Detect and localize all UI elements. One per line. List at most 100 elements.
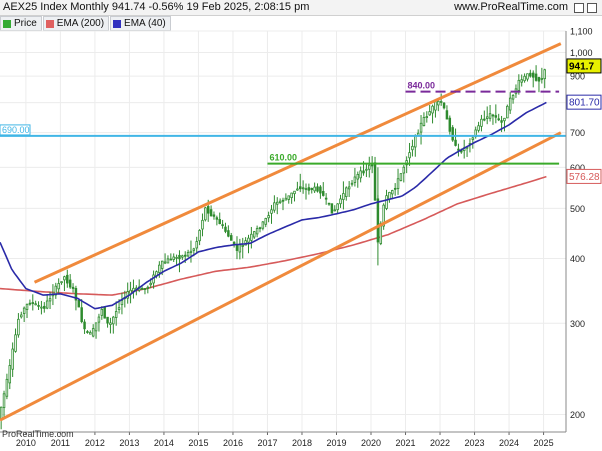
x-tick-label: 2025 — [534, 438, 554, 448]
close-icon[interactable] — [587, 3, 597, 13]
candle-body — [178, 254, 181, 260]
candle-body — [22, 307, 26, 314]
candle-body — [307, 187, 311, 191]
candle-body — [445, 110, 449, 120]
legend-swatch — [3, 19, 11, 28]
footer-credit: ProRealTime.com — [2, 429, 74, 439]
candle-body — [28, 302, 32, 305]
candle-body — [483, 118, 486, 121]
legend-label: EMA (40) — [124, 18, 166, 29]
y-tick-label: 1,000 — [570, 48, 593, 58]
y-tick-label: 500 — [570, 204, 585, 214]
candle-body — [422, 117, 426, 126]
candle-body — [241, 244, 244, 247]
candle-body — [43, 305, 46, 309]
candle-body — [103, 306, 106, 319]
candle-body — [362, 170, 365, 174]
candle-body — [537, 77, 541, 82]
candle-body — [327, 202, 331, 205]
candle-body — [531, 72, 535, 78]
candle-body — [100, 308, 104, 316]
x-tick-label: 2010 — [16, 438, 36, 448]
candle-body — [166, 258, 170, 264]
candle-body — [143, 288, 147, 290]
value-label-box — [566, 58, 602, 74]
maximize-icon[interactable] — [574, 3, 584, 13]
candle-body — [511, 95, 515, 100]
candle-body — [8, 365, 12, 384]
candle-body — [270, 209, 273, 214]
axes-layer: 2003004005006007008009001,0001,100201020… — [0, 27, 602, 448]
candle-body — [299, 186, 302, 190]
x-tick-label: 2016 — [223, 438, 243, 448]
candle-body — [57, 283, 60, 290]
candle-body — [71, 286, 75, 289]
candle-body — [353, 176, 357, 183]
candle-body — [114, 311, 118, 318]
candle-body — [391, 190, 394, 195]
candle-body — [439, 101, 443, 103]
candle-body — [523, 75, 526, 82]
value-label: 941.7 — [569, 61, 594, 72]
candle-body — [198, 230, 201, 242]
candle-body — [89, 332, 92, 335]
x-tick-label: 2013 — [119, 438, 139, 448]
candle-body — [365, 168, 368, 171]
x-tick-label: 2011 — [51, 438, 70, 448]
candle-body — [396, 178, 400, 189]
candle-body — [529, 72, 532, 77]
candle-body — [276, 201, 279, 205]
candle-body — [221, 224, 224, 227]
candle-body — [503, 117, 506, 122]
candle-body — [543, 69, 546, 80]
value-label-box — [566, 168, 602, 184]
legend-item-ema40[interactable]: EMA (40) — [110, 16, 171, 31]
candle-body — [330, 203, 334, 214]
candle-body — [497, 118, 500, 121]
grid — [0, 30, 566, 432]
candle-body — [316, 186, 319, 192]
candle-body — [388, 192, 391, 200]
candle-body — [491, 114, 495, 117]
ema40-layer — [0, 101, 547, 310]
y-tick-label: 300 — [570, 319, 585, 329]
x-tick-label: 2012 — [85, 438, 105, 448]
candle-body — [186, 251, 190, 257]
candle-body — [163, 261, 167, 264]
y-tick-label: 200 — [570, 410, 585, 420]
candle-body — [204, 207, 207, 221]
y-tick-label: 900 — [570, 72, 585, 82]
candle-body — [333, 209, 337, 212]
candle-body — [146, 286, 150, 289]
candle-body — [140, 288, 144, 290]
legend-swatch — [113, 19, 122, 28]
candle-body — [34, 303, 37, 306]
candle-body — [342, 193, 345, 200]
candle-body — [434, 101, 437, 111]
candle-body — [94, 322, 98, 332]
y-tick-label: 1,100 — [570, 27, 593, 37]
x-tick-label: 2023 — [465, 438, 485, 448]
candle-body — [172, 256, 175, 260]
candle-body — [109, 322, 112, 325]
candle-body — [500, 120, 503, 123]
candle-body — [534, 73, 538, 81]
candle-body — [385, 195, 388, 209]
candle-body — [183, 254, 187, 257]
candle-body — [451, 127, 454, 141]
candle-body — [411, 145, 414, 151]
candle-body — [313, 186, 316, 192]
candle-body — [232, 241, 236, 245]
value-label: 801.70 — [569, 98, 600, 109]
candle-body — [17, 318, 20, 336]
x-tick-label: 2021 — [396, 438, 416, 448]
candle-body — [319, 186, 322, 194]
candle-body — [373, 162, 377, 201]
x-tick-label: 2017 — [257, 438, 277, 448]
channel-lower-line — [0, 131, 562, 422]
value-label: 576.28 — [569, 172, 600, 183]
candle-body — [40, 306, 43, 309]
candle-body — [74, 288, 78, 301]
candle-body — [112, 316, 115, 325]
